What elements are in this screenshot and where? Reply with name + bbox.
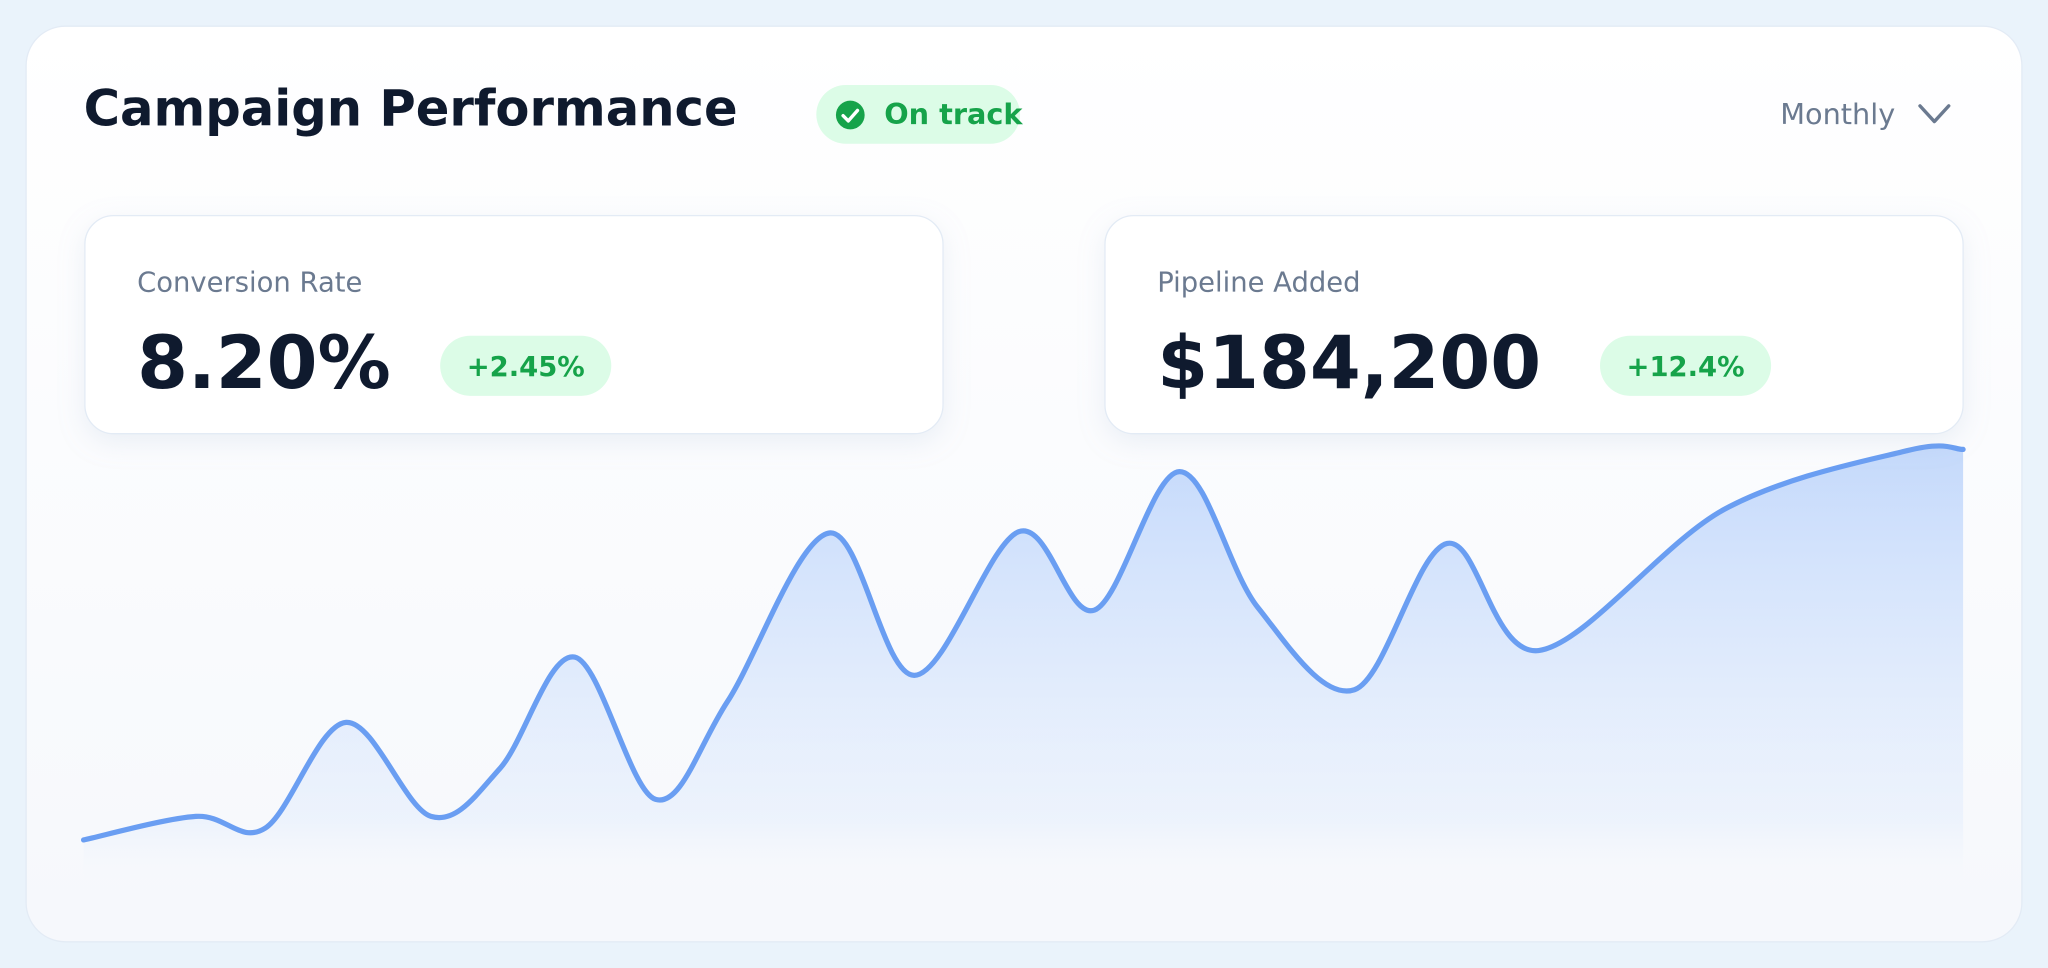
- kpi-label: Pipeline Added: [1157, 267, 1360, 298]
- check-mark: [841, 108, 860, 123]
- period-label[interactable]: Monthly: [1780, 97, 1895, 131]
- badge-bg: [816, 84, 1021, 144]
- chart-area: [83, 445, 1964, 889]
- kpi-value: $184,200: [1157, 321, 1541, 406]
- change-bg: [1600, 335, 1772, 396]
- period-select[interactable]: Monthly: [1780, 97, 1951, 131]
- chevron[interactable]: [1918, 104, 1951, 124]
- title: Campaign Performance: [84, 79, 738, 137]
- kpi-label: Conversion Rate: [137, 267, 362, 298]
- kpi-change: +2.45%: [467, 352, 585, 383]
- change-bg: [440, 335, 612, 396]
- kpi-card: Conversion Rate 8.20% +2.45%: [84, 214, 944, 435]
- chart-line: [80, 443, 1966, 843]
- kpi-value: 8.20%: [137, 321, 391, 406]
- check-icon: [835, 100, 865, 130]
- kpi-card: Pipeline Added $184,200 +12.4%: [1104, 214, 1964, 435]
- status-text: On track: [884, 97, 1023, 131]
- kpi-change: +12.4%: [1627, 352, 1745, 383]
- status-badge: On track: [816, 84, 1023, 144]
- kpi-bg: [84, 214, 944, 435]
